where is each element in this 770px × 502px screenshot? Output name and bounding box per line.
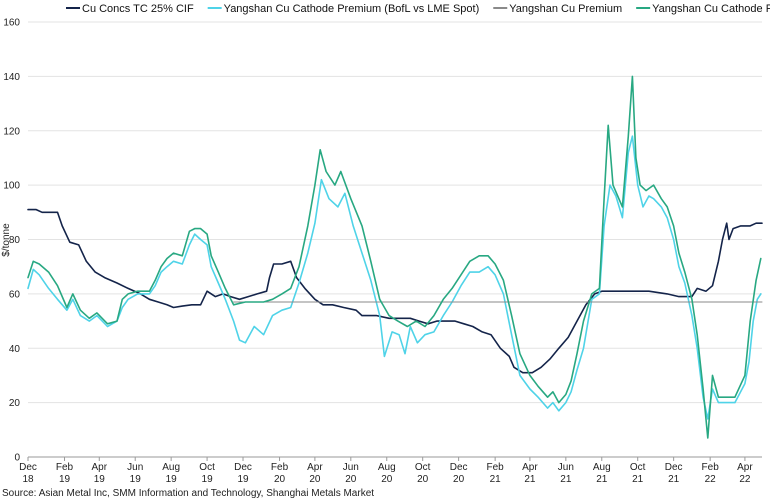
chart-legend: Cu Concs TC 25% CIF Yangshan Cu Cathode P… [66,3,770,15]
x-tick-label: Apr [307,462,323,473]
legend-label: Yangshan Cu Premium [509,3,622,15]
x-tick-label: 21 [524,474,536,485]
x-tick-label: Dec [450,462,468,473]
x-tick-label: 19 [166,474,178,485]
x-tick-label: 20 [417,474,429,485]
legend-label: Yangshan Cu Cathode Premium (BofL vs LME… [224,3,480,15]
y-tick-label: 0 [14,453,20,464]
x-tick-label: 20 [345,474,357,485]
y-tick-label: 80 [9,235,21,246]
series-lines [27,75,763,439]
x-tick-label: 19 [202,474,214,485]
x-tick-label: Jun [127,462,143,473]
x-tick-label: Apr [522,462,538,473]
x-tick-label: Jun [558,462,574,473]
x-tick-label: Oct [630,462,646,473]
x-tick-label: Dec [19,462,37,473]
x-tick-label: 20 [274,474,286,485]
x-tick-label: 22 [705,474,717,485]
x-tick-label: 19 [59,474,71,485]
x-tick-label: Aug [378,462,396,473]
x-tick-label: Aug [162,462,180,473]
y-tick-label: 160 [3,18,20,29]
y-gridlines [28,21,762,458]
x-tick-label: 21 [596,474,608,485]
x-axis: Dec18Feb19Apr19Jun19Aug19Oct19Dec19Feb20… [19,457,753,485]
y-tick-label: 120 [3,126,20,137]
x-tick-label: Feb [702,462,720,473]
x-tick-label: Feb [56,462,74,473]
x-tick-label: Oct [415,462,431,473]
x-tick-label: 21 [560,474,572,485]
source-note: Source: Asian Metal Inc, SMM Information… [2,488,375,499]
x-tick-label: Jun [343,462,359,473]
x-tick-label: Feb [271,462,289,473]
x-tick-label: 20 [309,474,321,485]
x-tick-label: Feb [487,462,505,473]
x-tick-label: Dec [234,462,252,473]
y-tick-label: 40 [9,344,21,355]
x-tick-label: Oct [199,462,215,473]
line-chart: Cu Concs TC 25% CIF Yangshan Cu Cathode P… [1,3,770,485]
y-tick-label: 60 [9,289,21,300]
x-tick-label: Aug [593,462,611,473]
x-tick-label: 21 [668,474,680,485]
x-tick-label: Apr [737,462,753,473]
legend-label: Yangshan Cu Cathode Premium [652,3,770,15]
series-line [27,75,762,439]
x-tick-label: 21 [632,474,644,485]
x-tick-label: 21 [490,474,502,485]
x-tick-label: Dec [665,462,683,473]
x-tick-label: Apr [91,462,107,473]
x-tick-label: 18 [22,474,34,485]
legend-label: Cu Concs TC 25% CIF [82,3,194,15]
x-tick-label: 19 [94,474,106,485]
y-axis: 0 20 40 60 80 100 120 140 160 [3,18,20,464]
x-tick-label: 20 [453,474,465,485]
x-tick-label: 22 [739,474,751,485]
x-tick-label: 20 [381,474,393,485]
x-tick-label: 19 [237,474,249,485]
x-tick-label: 19 [130,474,142,485]
y-tick-label: 140 [3,72,20,83]
series-line [27,135,762,420]
y-tick-label: 20 [9,398,21,409]
y-tick-label: 100 [3,181,20,192]
y-axis-label: $/tonne [1,223,12,257]
